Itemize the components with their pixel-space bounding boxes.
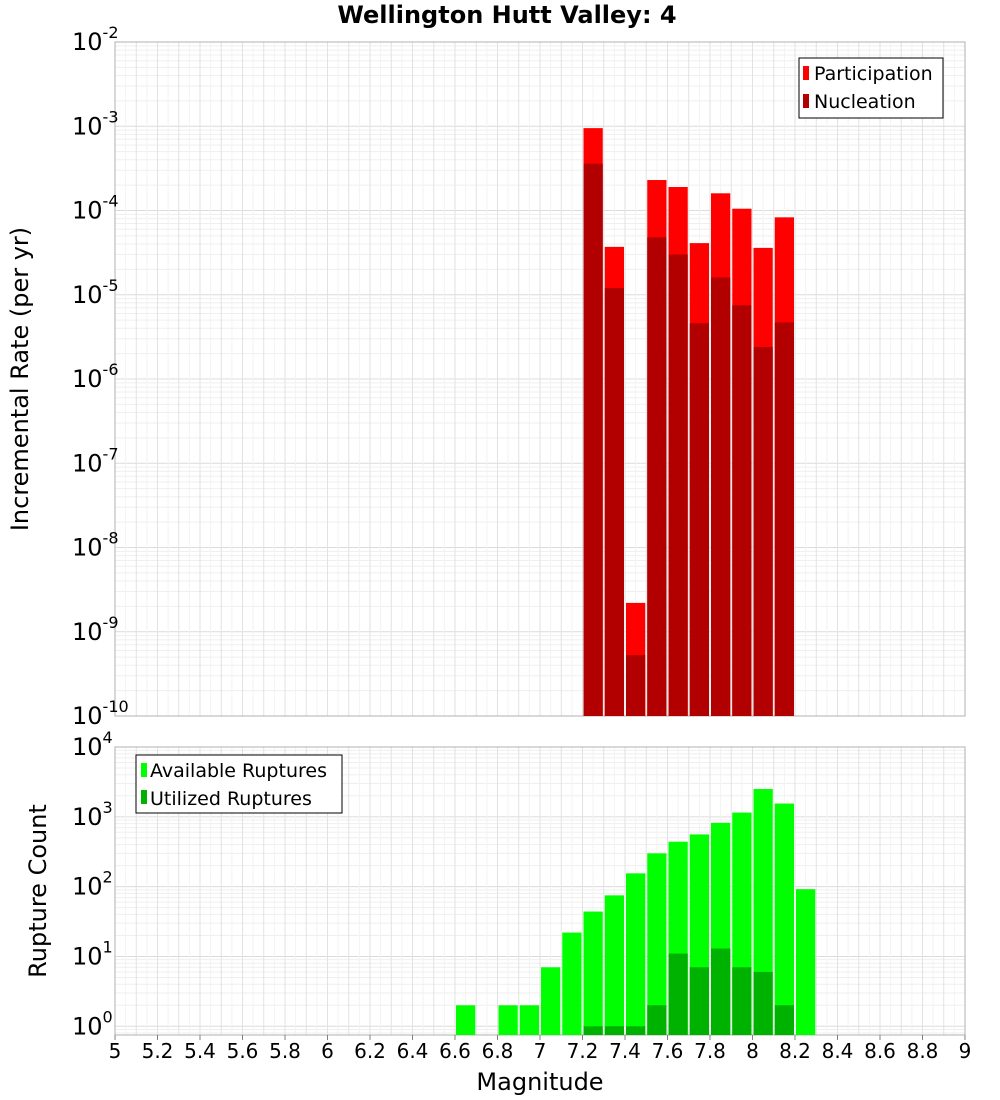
- y-tick-label: 10-9: [72, 613, 119, 646]
- x-tick-label: 8.8: [907, 1039, 939, 1063]
- utilized-ruptures-bar: [647, 1005, 667, 1035]
- utilized-ruptures-bar: [689, 967, 709, 1035]
- x-tick-label: 7.4: [609, 1039, 641, 1063]
- utilized-ruptures-bar: [583, 1026, 603, 1035]
- available-ruptures-bar: [626, 873, 646, 1035]
- top-panel-y-ticks: 10-10 10-9 10-8 10-7 10-6 10-5 10-4 10-3 10-2: [72, 23, 129, 730]
- x-tick-label: 6.2: [354, 1039, 386, 1063]
- available-ruptures-bar: [456, 1005, 476, 1035]
- legend-swatch-participation: [803, 66, 809, 80]
- x-tick-label: 6.4: [397, 1039, 429, 1063]
- available-ruptures-bar: [647, 853, 667, 1035]
- nucleation-bar: [647, 237, 667, 717]
- x-tick-label: 5.4: [184, 1039, 216, 1063]
- y-tick-label: 10-5: [72, 276, 119, 309]
- x-tick-label: 5.8: [269, 1039, 301, 1063]
- available-ruptures-bar: [562, 932, 582, 1035]
- available-ruptures-bar: [774, 803, 794, 1035]
- chart-title: Wellington Hutt Valley: 4: [337, 1, 676, 29]
- y-tick-label: 10-4: [72, 192, 119, 225]
- x-tick-label: 5: [109, 1039, 122, 1063]
- top-panel-gridlines: [114, 41, 966, 717]
- y-tick-label: 104: [72, 728, 113, 761]
- bottom-panel-bars: [456, 789, 816, 1035]
- nucleation-bar: [689, 323, 709, 716]
- available-ruptures-bar: [796, 889, 816, 1035]
- x-tick-label: 7.6: [652, 1039, 684, 1063]
- available-ruptures-bar: [519, 1005, 539, 1035]
- bottom-panel-y-ticks: 100 101 102 103 104: [72, 728, 113, 1040]
- utilized-ruptures-bar: [711, 948, 731, 1035]
- y-tick-label: 10-6: [72, 360, 119, 393]
- x-tick-label: 5.2: [142, 1039, 174, 1063]
- nucleation-bar: [711, 277, 731, 716]
- x-tick-label: 8: [746, 1039, 759, 1063]
- y-tick-label: 10-3: [72, 107, 119, 140]
- nucleation-bar: [668, 254, 688, 716]
- y-tick-label: 10-10: [72, 697, 129, 730]
- y-tick-label: 101: [72, 937, 113, 970]
- top-panel-bars: [583, 128, 794, 717]
- available-ruptures-bar: [498, 1005, 518, 1035]
- nucleation-bar: [774, 322, 794, 716]
- x-tick-label: 7: [534, 1039, 547, 1063]
- x-tick-label: 7.2: [567, 1039, 599, 1063]
- x-tick-label: 6: [321, 1039, 334, 1063]
- legend-label-utilized: Utilized Ruptures: [150, 788, 312, 810]
- top-legend-box: [798, 57, 944, 119]
- x-tick-label: 9: [959, 1039, 972, 1063]
- bottom-legend-box: [135, 754, 343, 814]
- utilized-ruptures-bar: [604, 1026, 624, 1035]
- top-y-axis-label: Incremental Rate (per yr): [6, 227, 34, 531]
- nucleation-bar: [626, 654, 646, 716]
- available-ruptures-bar: [604, 895, 624, 1035]
- utilized-ruptures-bar: [753, 971, 773, 1035]
- x-tick-label: 8.2: [779, 1039, 811, 1063]
- legend-label-nucleation: Nucleation: [814, 91, 916, 113]
- nucleation-bar: [732, 305, 752, 716]
- utilized-ruptures-bar: [626, 1026, 646, 1035]
- top-legend: Participation Nucleation: [798, 57, 944, 119]
- legend-label-available: Available Ruptures: [150, 760, 327, 782]
- y-tick-label: 10-2: [72, 23, 119, 56]
- available-ruptures-bar: [541, 967, 561, 1035]
- bottom-panel-x-ticks: 5 5.2 5.4 5.6 5.8 6 6.2 6.4 6.6 6.8 7 7.2 7.4 7.6 7.8 8…: [109, 1035, 972, 1063]
- top-plot-area: [114, 41, 966, 717]
- x-tick-label: 8.6: [864, 1039, 896, 1063]
- legend-swatch-nucleation: [803, 94, 809, 108]
- x-tick-label: 6.8: [482, 1039, 514, 1063]
- x-tick-label: 5.6: [227, 1039, 259, 1063]
- x-tick-label: 6.6: [439, 1039, 471, 1063]
- x-tick-label: 7.8: [694, 1039, 726, 1063]
- available-ruptures-bar: [583, 911, 603, 1035]
- y-tick-label: 10-7: [72, 444, 119, 477]
- y-tick-label: 102: [72, 868, 113, 901]
- legend-swatch-available: [141, 763, 147, 777]
- utilized-ruptures-bar: [774, 1005, 794, 1035]
- x-tick-label: 8.4: [822, 1039, 854, 1063]
- legend-label-participation: Participation: [814, 63, 933, 85]
- bottom-legend: Available Ruptures Utilized Ruptures: [135, 754, 343, 814]
- bottom-y-axis-label: Rupture Count: [24, 804, 52, 978]
- nucleation-bar: [753, 346, 773, 716]
- y-tick-label: 100: [72, 1007, 113, 1040]
- nucleation-bar: [604, 288, 624, 716]
- legend-swatch-utilized: [141, 790, 147, 804]
- y-tick-label: 103: [72, 798, 113, 831]
- y-tick-label: 10-8: [72, 529, 119, 562]
- x-axis-label: Magnitude: [476, 1068, 603, 1096]
- utilized-ruptures-bar: [732, 967, 752, 1035]
- nucleation-bar: [583, 163, 603, 716]
- utilized-ruptures-bar: [668, 953, 688, 1035]
